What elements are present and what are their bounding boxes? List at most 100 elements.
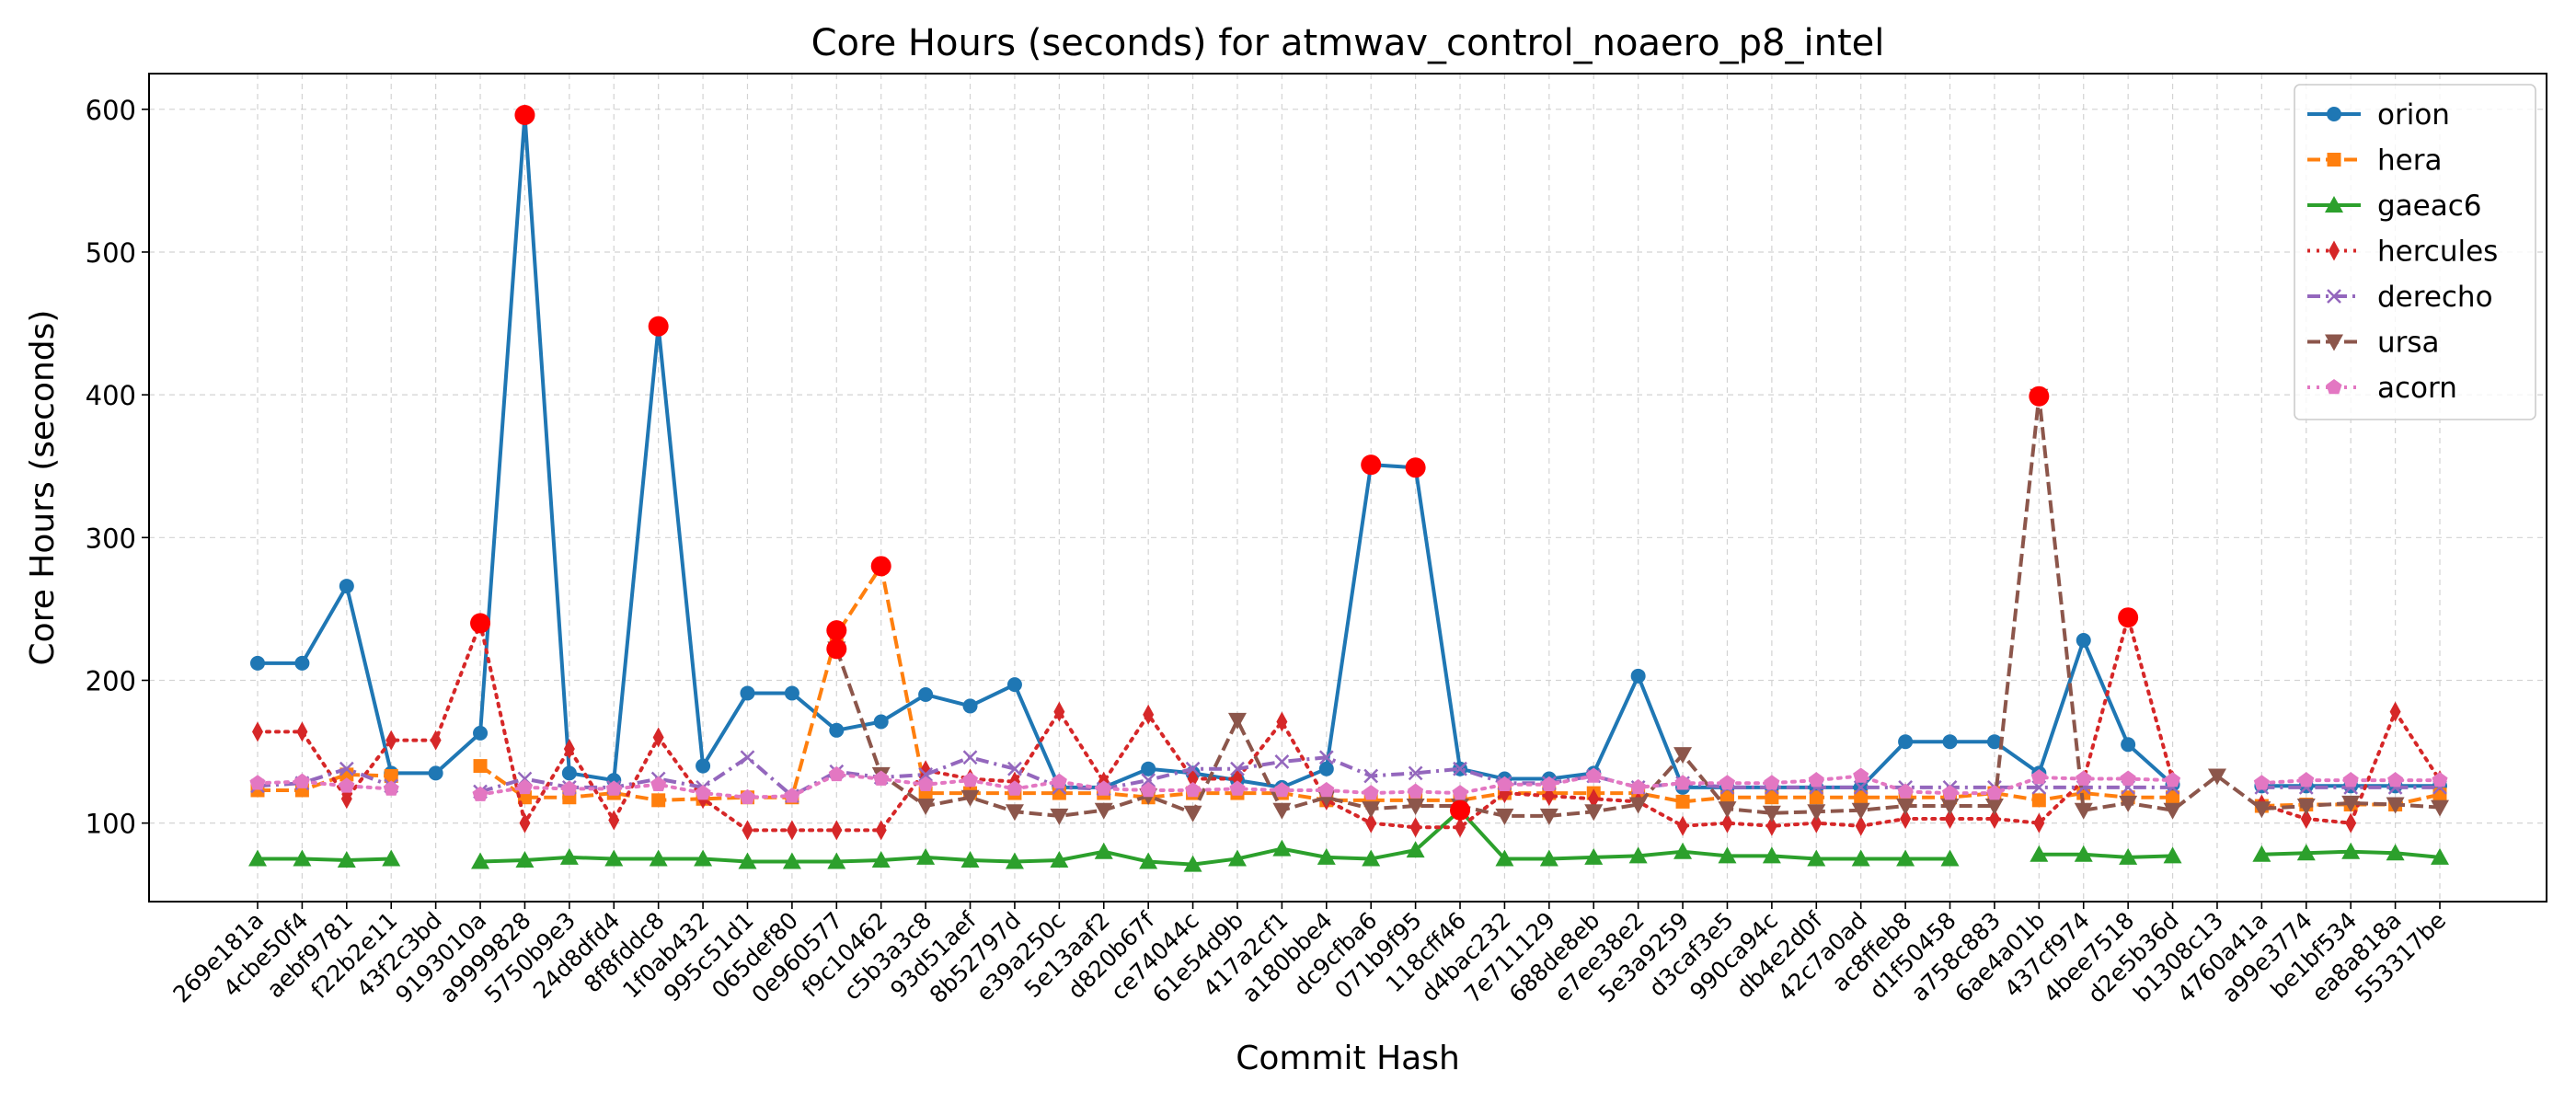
y-tick-label: 400 [86,380,136,411]
data-point-ursa [2252,801,2271,819]
data-point-gaeac6 [1628,846,1648,864]
data-point-acorn [2253,775,2270,790]
data-point-ursa [1940,799,1960,816]
data-point-ursa [1984,799,2004,816]
data-point-gaeac6 [604,849,624,867]
data-point-acorn [1140,781,1156,798]
data-point-gaeac6 [515,851,535,868]
data-point-acorn [1719,775,1736,790]
data-point-derecho [1007,761,1022,776]
data-point-hera [2031,793,2046,808]
data-point-acorn [2076,770,2092,786]
data-point-gaeac6 [1406,841,1425,858]
legend-marker [2327,153,2341,167]
data-point-acorn [1986,785,2003,800]
data-point-hercules [652,727,664,748]
data-point-ursa [1495,808,1514,825]
data-point-gaeac6 [2119,847,2138,865]
legend-label: hera [2377,144,2442,178]
highlight-point [2118,607,2139,628]
data-point-acorn [1630,778,1647,795]
data-point-hercules [608,810,620,831]
data-point-hera [1854,790,1869,805]
data-point-acorn [1096,780,1112,796]
data-point-ursa [1851,802,1870,820]
legend-marker [2326,379,2342,395]
data-point-gaeac6 [2386,844,2405,861]
data-point-gaeac6 [1673,842,1693,859]
data-point-hercules [1944,809,1956,829]
data-point-orion [2121,737,2136,753]
legend-marker [2325,334,2343,351]
data-point-acorn [1452,785,1468,800]
data-point-derecho [962,750,978,765]
highlight-layer [470,105,2139,821]
data-point-acorn [605,780,622,796]
legend-label: derecho [2377,281,2493,314]
data-point-acorn [339,777,355,793]
data-point-ursa [1272,802,1292,820]
data-point-ursa [1896,799,1915,816]
data-point-gaeac6 [782,852,801,869]
data-point-hera [1675,794,1690,809]
data-point-acorn [1941,785,1959,800]
data-point-derecho [1363,768,1379,784]
series-line-acorn [256,779,394,791]
data-point-acorn [1853,767,1869,783]
highlight-point [1361,454,1382,476]
y-tick-label: 200 [86,665,136,696]
legend-item-orion: orion [2307,98,2450,132]
data-point-ursa [2341,795,2361,812]
data-point-orion [696,758,711,774]
legend-item-derecho: derecho [2307,281,2493,314]
data-point-gaeac6 [1940,849,1960,867]
legend-label: orion [2377,98,2450,132]
legend-label: hercules [2377,236,2498,269]
data-point-ursa [2386,797,2405,814]
data-point-hercules [252,721,263,742]
data-point-ursa [1183,805,1202,822]
data-point-orion [1318,761,1334,776]
data-point-gaeac6 [960,851,980,868]
data-point-hercules [742,820,753,841]
data-point-ursa [1094,802,1113,820]
data-point-acorn [739,788,756,805]
data-point-ursa [1762,805,1781,822]
data-point-hera [1719,790,1734,805]
highlight-point [1450,799,1471,821]
data-point-gaeac6 [1718,846,1737,864]
data-point-gaeac6 [1139,852,1158,869]
data-point-acorn [249,775,266,790]
legend-item-gaeac6: gaeac6 [2307,190,2482,223]
data-point-gaeac6 [471,852,490,869]
data-point-gaeac6 [2074,845,2093,862]
data-point-gaeac6 [2431,847,2449,865]
data-point-gaeac6 [1227,849,1247,867]
data-point-gaeac6 [382,849,401,867]
data-point-hera [1809,790,1823,805]
data-point-hercules [1721,812,1733,834]
data-point-acorn [650,776,667,792]
data-point-hera [384,768,398,783]
data-point-orion [428,765,443,781]
data-point-ursa [1005,804,1024,822]
data-point-hercules [1900,809,1912,829]
data-point-hercules [385,730,397,751]
data-point-acorn [1006,780,1023,796]
data-point-gaeac6 [1539,849,1558,867]
y-axis-label: Core Hours (seconds) [24,310,62,666]
data-point-hercules [1053,701,1065,722]
data-point-gaeac6 [916,847,936,865]
data-point-orion [784,685,799,701]
data-point-acorn [1496,776,1512,792]
y-tick-label: 500 [86,237,136,269]
data-point-hera [1765,790,1779,805]
data-point-gaeac6 [2163,846,2182,864]
data-point-gaeac6 [559,847,579,865]
plot-frame [148,73,2547,903]
data-point-orion [829,722,845,738]
data-point-gaeac6 [1851,849,1870,867]
highlight-point [870,556,891,577]
data-point-hercules [340,788,352,810]
data-point-hera [651,793,666,808]
